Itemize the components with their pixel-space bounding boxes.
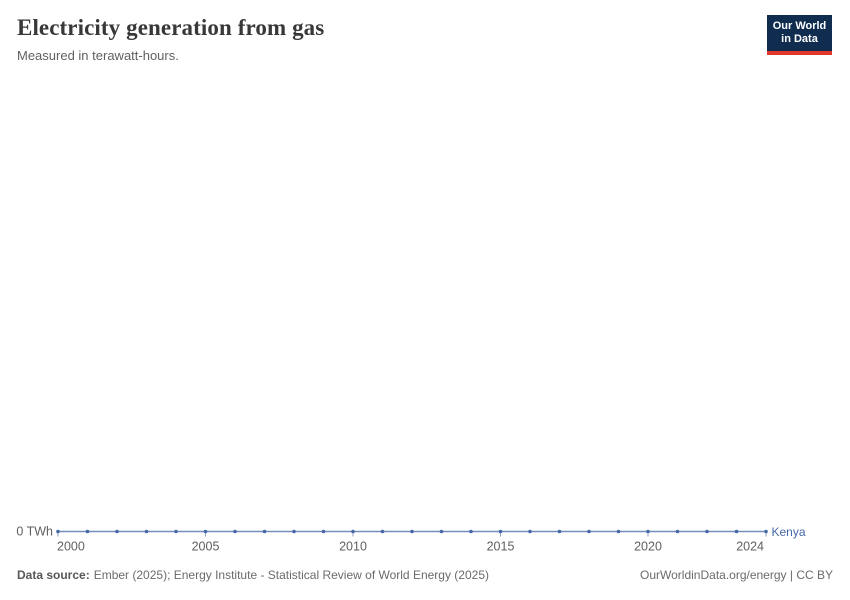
data-point[interactable] — [380, 529, 385, 534]
data-point[interactable] — [764, 529, 768, 534]
owid-logo: Our World in Data — [767, 15, 832, 55]
data-point[interactable] — [351, 529, 355, 534]
data-point[interactable] — [646, 529, 650, 534]
data-point[interactable] — [56, 529, 60, 534]
x-axis-tick-label: 2005 — [192, 540, 220, 554]
data-point[interactable] — [469, 529, 473, 534]
data-point[interactable] — [85, 529, 90, 534]
owid-logo-text-line1: Our World — [772, 20, 827, 32]
y-axis-tick-label: 0 TWh — [16, 525, 53, 539]
data-point[interactable] — [292, 529, 296, 534]
x-axis-tick-label: 2000 — [57, 540, 85, 554]
data-point[interactable] — [528, 529, 532, 534]
page-title: Electricity generation from gas — [17, 15, 325, 40]
owid-logo-text-line2: in Data — [781, 33, 818, 45]
data-point[interactable] — [410, 529, 414, 534]
data-point[interactable] — [616, 529, 621, 534]
data-point[interactable] — [498, 529, 503, 534]
data-point[interactable] — [675, 529, 680, 534]
data-point[interactable] — [174, 529, 178, 534]
x-axis-tick-label: 2010 — [339, 540, 367, 554]
data-source-text: Ember (2025); Energy Institute - Statist… — [93, 568, 489, 582]
data-point[interactable] — [203, 529, 208, 534]
x-axis-tick-label: 2020 — [634, 540, 662, 554]
chart-footer: Data source: Ember (2025); Energy Institu… — [17, 568, 833, 583]
data-point[interactable] — [115, 529, 119, 534]
data-source-label: Data source: — [17, 568, 90, 582]
chart-subtitle: Measured in terawatt-hours. — [17, 48, 179, 63]
data-point[interactable] — [734, 529, 739, 534]
chart-header: Electricity generation from gas Measured… — [17, 14, 324, 64]
x-axis-tick-label: 2024 — [736, 540, 764, 554]
data-point[interactable] — [321, 529, 326, 534]
data-point[interactable] — [705, 529, 709, 534]
data-point[interactable] — [557, 529, 562, 534]
data-point[interactable] — [233, 529, 237, 534]
data-point[interactable] — [439, 529, 444, 534]
data-point[interactable] — [587, 529, 591, 534]
x-axis-tick-label: 2015 — [487, 540, 515, 554]
data-point[interactable] — [144, 529, 149, 534]
footer-link[interactable]: OurWorldinData.org/energy | CC BY — [640, 568, 833, 582]
series-end-label[interactable]: Kenya — [772, 525, 806, 539]
data-source-note: Data source: Ember (2025); Energy Institu… — [17, 568, 489, 583]
data-point[interactable] — [262, 529, 267, 534]
